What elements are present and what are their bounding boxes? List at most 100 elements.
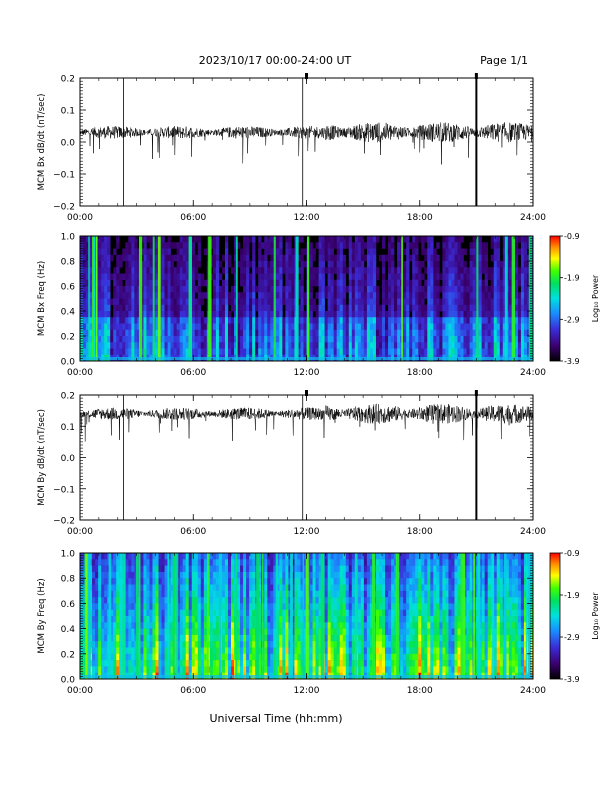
spectrogram-cell [231,304,235,312]
spectrogram-cell [107,236,111,243]
spectrogram-cell [237,329,241,337]
spectrogram-cell [143,248,147,256]
spectrogram-cell [246,292,250,299]
spectrogram-cell [409,254,413,262]
spectrogram-cell [185,603,190,610]
spectrogram-cell [403,336,407,343]
spectrogram-cell [312,304,316,312]
spectrogram-cell [360,279,365,287]
spectrogram-cell [110,609,114,617]
spectrogram-cell [191,641,196,648]
spectrogram-cell [499,279,504,287]
spectrogram-cell [493,242,498,249]
spectrogram-cell [197,317,202,324]
spectrogram-cell [249,565,253,573]
spectrogram-cell [433,348,437,356]
spectrogram-cell [270,273,274,281]
spectrogram-cell [155,311,159,318]
spectrogram-cell [131,666,135,673]
spectrogram-cell [336,628,341,636]
spectrogram-cell [143,242,147,249]
spectrogram-cell [463,342,467,349]
spectrogram-cell [445,323,449,331]
spectrogram-cell [122,254,126,262]
spectrogram-cell [182,584,186,592]
spectrogram-cell [200,628,205,636]
spectrogram-cell [164,653,168,661]
spectrogram-cell [282,571,286,579]
spectrogram-cell [243,236,247,243]
spectrogram-cell [276,634,280,642]
spectrogram-cell [92,622,96,629]
spectrogram-cell [237,261,241,268]
spectrogram-cell [155,603,159,610]
spectrogram-cell [231,565,235,573]
spectrogram-cell [517,273,522,281]
spectrogram-cell [134,342,138,349]
spectrogram-cell [297,304,301,312]
spectrogram-cell [240,578,244,585]
spectrogram-cell [212,317,217,324]
spectrogram-cell [128,622,132,629]
spectrogram-cell [122,311,126,318]
spectrogram-cell [131,571,135,579]
spectrogram-cell [418,342,422,349]
spectrogram-cell [324,653,328,661]
spectrogram-cell [415,292,419,299]
y-tick-label: 0.0 [61,358,76,368]
spectrogram-cell [113,660,117,667]
spectrogram-cell [212,248,217,256]
spectrogram-cell [227,647,232,655]
spectrogram-cell [258,286,262,293]
spectrogram-cell [212,304,217,312]
spectrogram-cell [279,647,283,655]
spectrogram-cell [391,292,395,299]
spectrogram-cell [113,578,117,585]
spectrogram-cell [457,267,461,274]
spectrogram-cell [499,286,504,293]
spectrogram-cell [255,317,259,324]
spectrogram-cell [161,616,165,623]
spectrogram-cell [203,342,208,349]
spectrogram-cell [394,279,398,287]
spectrogram-cell [285,236,289,243]
spectrogram-cell [418,279,422,287]
spectrogram-cell [276,342,280,349]
spectrogram-cell [143,616,147,623]
spectrogram-cell [161,590,165,598]
spectrogram-cell [170,666,174,673]
spectrogram-cell [424,336,428,343]
x-tick-label: 12:00 [294,213,320,223]
spectrogram-cell [200,597,205,604]
spectrogram-cell [170,559,174,566]
spectrogram-cell [291,616,295,623]
spectrogram-cell [288,298,292,306]
spectrogram-cell [288,317,292,324]
spectrogram-cell [203,590,208,598]
spectrogram-cell [140,603,144,610]
spectrogram-cell [215,590,220,598]
spectrogram-cell [514,254,519,262]
spectrogram-cell [436,329,440,337]
spectrogram-cell [167,622,171,629]
spectrogram-cell [200,336,205,343]
spectrogram-cell [131,329,135,337]
spectrogram-cell [170,348,174,356]
spectrogram-cell [288,634,292,642]
spectrogram-cell [237,311,241,318]
y-tick-label: −0.2 [53,203,75,213]
spectrogram-cell [264,578,268,585]
spectrogram-cell [300,317,304,324]
spectrogram-cell [454,311,458,318]
spectrogram-cell [478,348,482,356]
spectrogram-cell [200,666,205,673]
spectrogram-cell [80,329,84,337]
spectrogram-cell [128,666,132,673]
spectrogram-cell [279,286,283,293]
spectrogram-cell [128,348,132,356]
spectrogram-cell [312,348,316,356]
spectrogram-cell [321,342,325,349]
spectrogram-cell [357,242,362,249]
spectrogram-cell [348,279,353,287]
spectrogram-cell [182,578,186,585]
